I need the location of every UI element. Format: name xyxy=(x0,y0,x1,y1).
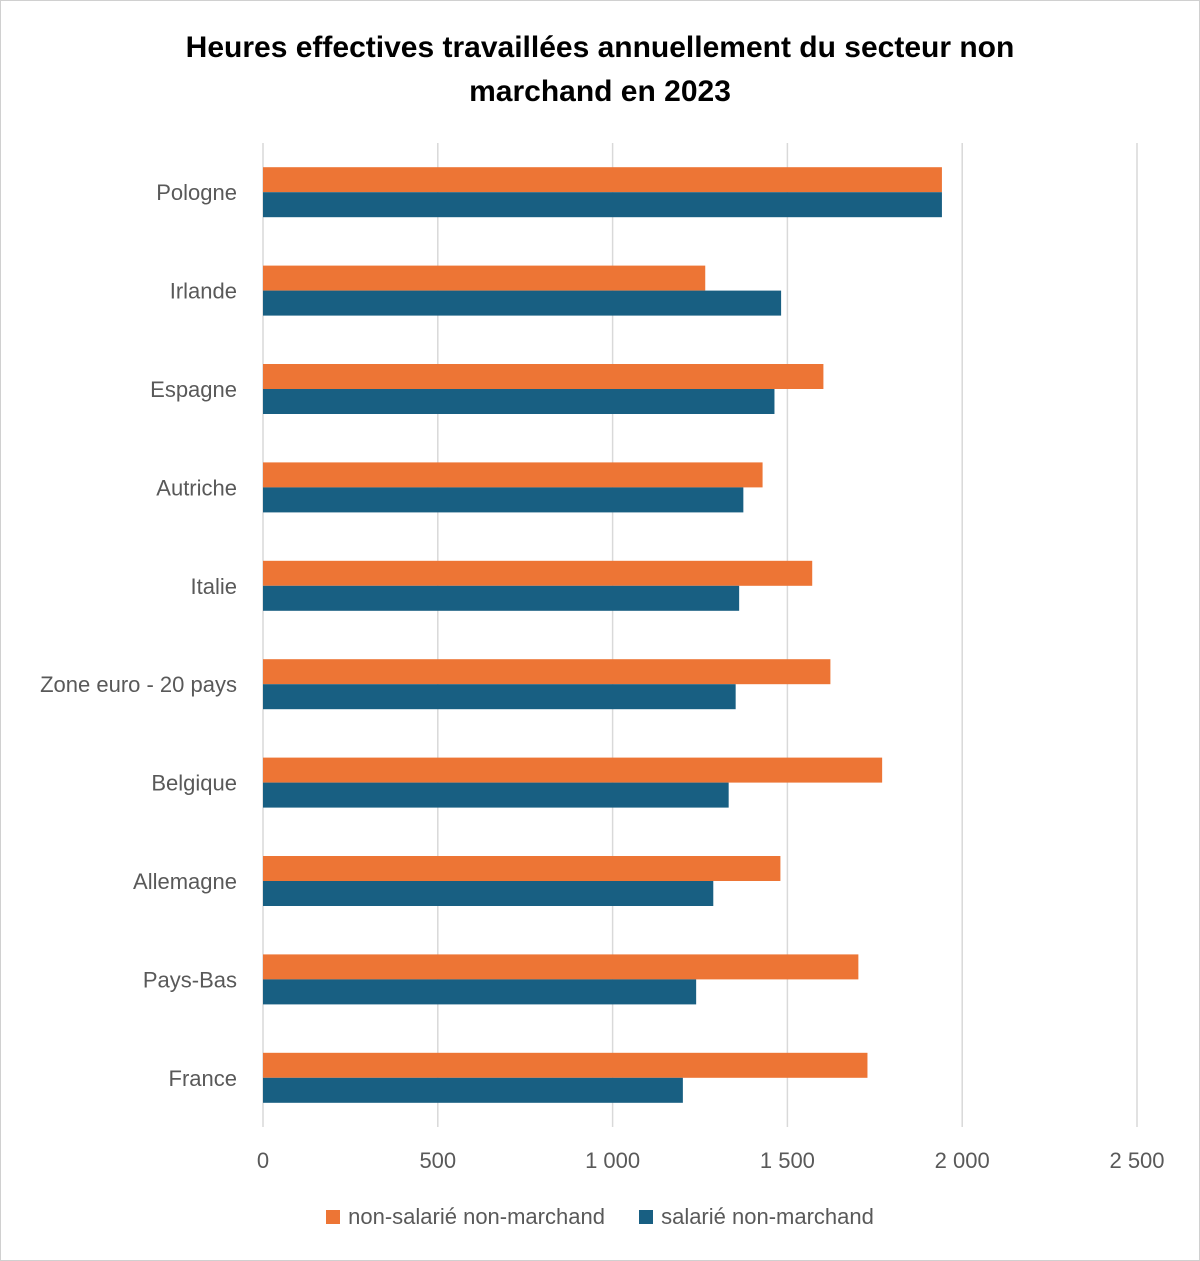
bars xyxy=(263,167,942,1103)
bar-non-salarie xyxy=(263,462,763,488)
legend-label-salarie: salarié non-marchand xyxy=(661,1204,874,1229)
category-label: Belgique xyxy=(151,771,237,796)
x-tick-label: 2 000 xyxy=(935,1148,990,1173)
bar-non-salarie xyxy=(263,364,824,389)
category-label: Autriche xyxy=(156,475,237,500)
bar-salarie xyxy=(263,585,740,611)
bar-salarie xyxy=(263,290,782,316)
x-tick-label: 1 000 xyxy=(585,1148,640,1173)
bar-salarie xyxy=(263,684,736,710)
x-tick-label: 0 xyxy=(257,1148,269,1173)
bar-salarie xyxy=(263,782,729,808)
bar-non-salarie xyxy=(263,757,883,783)
category-labels: Pologne Irlande Espagne Autriche Italie Zone … xyxy=(40,180,237,1091)
bar-salarie xyxy=(263,389,775,414)
legend-label-non-salarie: non-salarié non-marchand xyxy=(348,1204,605,1229)
chart-title-line-2: marchand en 2023 xyxy=(469,75,731,108)
legend-swatch-salarie xyxy=(639,1210,654,1224)
legend-swatch-non-salarie xyxy=(326,1210,341,1224)
legend-item-salarie: salarié non-marchand xyxy=(639,1204,874,1230)
category-label: Irlande xyxy=(170,279,237,304)
x-tick-label: 2 500 xyxy=(1109,1148,1164,1173)
chart-title-line-1: Heures effectives travaillées annuelleme… xyxy=(185,31,1015,64)
bar-non-salarie xyxy=(263,659,831,685)
category-label: Zone euro - 20 pays xyxy=(40,672,237,697)
bar-salarie xyxy=(263,192,942,218)
category-label: Pays-Bas xyxy=(143,967,237,992)
x-tick-label: 1 500 xyxy=(760,1148,815,1173)
category-label: Allemagne xyxy=(133,869,237,894)
bar-non-salarie xyxy=(263,856,781,881)
legend-item-non-salarie: non-salarié non-marchand xyxy=(326,1204,605,1230)
bar-non-salarie xyxy=(263,1052,868,1078)
x-tick-label: 500 xyxy=(419,1148,456,1173)
bar-non-salarie xyxy=(263,560,813,586)
category-label: Italie xyxy=(191,574,237,599)
category-label: France xyxy=(169,1066,237,1091)
bar-non-salarie xyxy=(263,954,859,980)
legend: non-salarié non-marchand salarié non-mar… xyxy=(0,1204,1200,1230)
bar-salarie xyxy=(263,1077,683,1103)
bar-salarie xyxy=(263,979,697,1005)
bar-chart-plot: Pologne Irlande Espagne Autriche Italie Zone … xyxy=(40,143,1165,1173)
category-label: Pologne xyxy=(156,180,237,205)
bar-salarie xyxy=(263,487,744,513)
chart-title: Heures effectives travaillées annuelleme… xyxy=(0,26,1200,114)
bar-non-salarie xyxy=(263,167,942,193)
x-axis-tick-labels: 0 500 1 000 1 500 2 000 2 500 xyxy=(257,1148,1165,1173)
category-label: Espagne xyxy=(150,377,237,402)
bar-salarie xyxy=(263,881,714,906)
bar-non-salarie xyxy=(263,265,706,291)
